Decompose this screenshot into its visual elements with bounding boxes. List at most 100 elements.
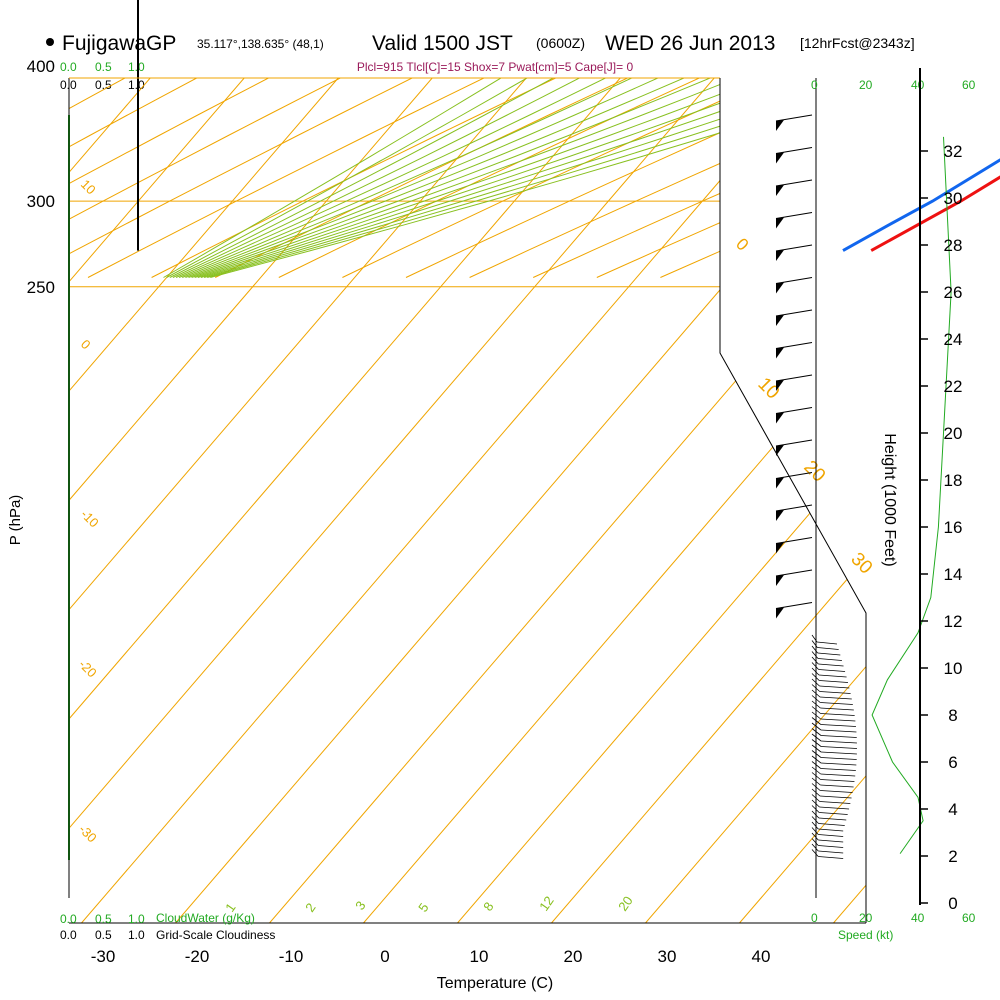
svg-text:40: 40: [911, 911, 925, 925]
wind-barb-low: [820, 768, 856, 771]
svg-text:20: 20: [859, 911, 873, 925]
height-tick-8: 8: [948, 706, 957, 725]
wind-barb-flag: [776, 380, 784, 391]
station-dot-icon: [46, 38, 54, 46]
moist-adiabat-line: [188, 78, 866, 278]
svg-text:1.0: 1.0: [128, 928, 145, 942]
mixing-ratio-label-5: 5: [415, 900, 431, 915]
wind-barb-low: [819, 801, 851, 804]
wind-barb-flag: [776, 152, 784, 164]
pressure-tick-300: 300: [27, 192, 55, 211]
speed-label: Speed (kt): [838, 928, 893, 942]
wind-barb-shaft: [775, 179, 813, 187]
wind-barb-low: [819, 812, 848, 815]
wind-barb-low: [820, 740, 857, 744]
isotherm-line: [69, 78, 245, 923]
isotherm-label-4: -30: [76, 822, 100, 846]
wind-barb-low: [819, 680, 849, 683]
mixing-ratio-label-2: 2: [302, 900, 318, 915]
wind-barb-low: [811, 832, 819, 841]
wind-barb-flag: [776, 120, 784, 131]
wind-barb-shaft: [775, 472, 813, 479]
wind-barb-shaft: [775, 537, 813, 544]
wind-barb-flag: [776, 542, 784, 554]
wind-barb-low: [820, 773, 856, 777]
wind-barb-low: [820, 702, 853, 705]
dewpoint-line: [842, 158, 1000, 252]
station-name: FujigawaGP: [62, 32, 176, 55]
wind-barb-low: [820, 779, 855, 782]
isotherm-label-1: 0: [78, 337, 94, 353]
isotherm-line: [69, 78, 433, 923]
height-tick-18: 18: [944, 471, 963, 490]
wind-barb-low: [820, 746, 858, 749]
wind-barb-flag: [776, 575, 784, 586]
wind-barb-low: [820, 735, 857, 738]
wind-barb-shaft: [775, 309, 813, 317]
moist-adiabat-line: [169, 78, 866, 278]
wind-barb-flag: [776, 250, 784, 261]
svg-text:0: 0: [811, 911, 818, 925]
wind-barb-low: [811, 849, 819, 857]
isotherm-line: [269, 78, 866, 923]
isotherm-label-7: 20: [799, 457, 829, 487]
isotherm-line: [69, 78, 715, 923]
stability-indices: Plcl=915 Tlcl[C]=15 Shox=7 Pwat[cm]=5 Ca…: [357, 60, 634, 74]
height-tick-32: 32: [944, 142, 963, 161]
wind-barb-low: [819, 691, 851, 694]
wind-barb-low: [818, 856, 844, 859]
wind-barb-shaft: [775, 374, 813, 382]
bottom-cloudwater-ticks: 0.0 0.5 1.0 CloudWater (g/Kg): [60, 911, 255, 926]
wind-barb-flag: [776, 315, 784, 326]
valid-date: WED 26 Jun 2013: [605, 32, 775, 55]
cloudiness-label: Grid-Scale Cloudiness: [156, 928, 275, 942]
valid-zulu: (0600Z): [536, 35, 585, 51]
wind-barb-shaft: [775, 407, 813, 414]
x-axis-label: Temperature (C): [437, 975, 553, 992]
wind-barb-low: [818, 823, 845, 826]
temp-tick--20: -20: [185, 947, 210, 966]
isotherm-line: [81, 78, 809, 923]
isotherm-line: [551, 78, 866, 923]
svg-text:20: 20: [859, 78, 873, 92]
wind-barb-flag: [776, 607, 784, 619]
dry-adiabat-line: [87, 78, 866, 278]
dry-adiabat-line: [151, 78, 866, 278]
thermo-grid: [69, 0, 1000, 923]
wind-barb-shaft: [775, 244, 813, 252]
wind-barb-low: [820, 707, 854, 711]
dry-adiabat-line: [214, 78, 866, 278]
svg-text:60: 60: [962, 78, 976, 92]
wind-barb-low: [818, 669, 846, 672]
height-tick-26: 26: [944, 283, 963, 302]
top-speed-ticks: 0 20 40 60: [811, 78, 976, 92]
svg-text:60: 60: [962, 911, 976, 925]
wind-barb-flag: [776, 347, 784, 359]
wind-barb-low: [811, 662, 819, 670]
wind-barb-shaft: [775, 114, 813, 122]
temp-tick--30: -30: [91, 947, 116, 966]
isotherm-line: [175, 78, 866, 923]
wind-barb-low: [817, 647, 839, 650]
cloudwater-label: CloudWater (g/Kg): [156, 911, 255, 925]
height-tick-10: 10: [944, 659, 963, 678]
wind-barb-low: [811, 843, 819, 852]
svg-text:0.0: 0.0: [60, 912, 77, 926]
y-axis-label: P (hPa): [7, 495, 24, 546]
wind-barb-flag: [776, 510, 784, 521]
mixing-ratio-line: [973, 0, 1000, 54]
height-tick-4: 4: [948, 800, 957, 819]
height-tick-24: 24: [944, 330, 963, 349]
temperature-axis: -30 -20 -10 0 10 20 30 40: [91, 947, 771, 966]
wind-barb-low: [820, 724, 856, 727]
wind-barb-shaft: [775, 147, 813, 154]
wind-barb-shaft: [775, 602, 813, 609]
wind-barb-low: [820, 757, 857, 760]
wind-barb-low: [819, 685, 850, 689]
mixing-ratio-label-8: 8: [480, 899, 496, 914]
wind-barb-flag: [776, 217, 784, 229]
wind-barb-low: [820, 751, 857, 755]
height-tick-22: 22: [944, 377, 963, 396]
wind-barb-flag: [776, 282, 784, 294]
